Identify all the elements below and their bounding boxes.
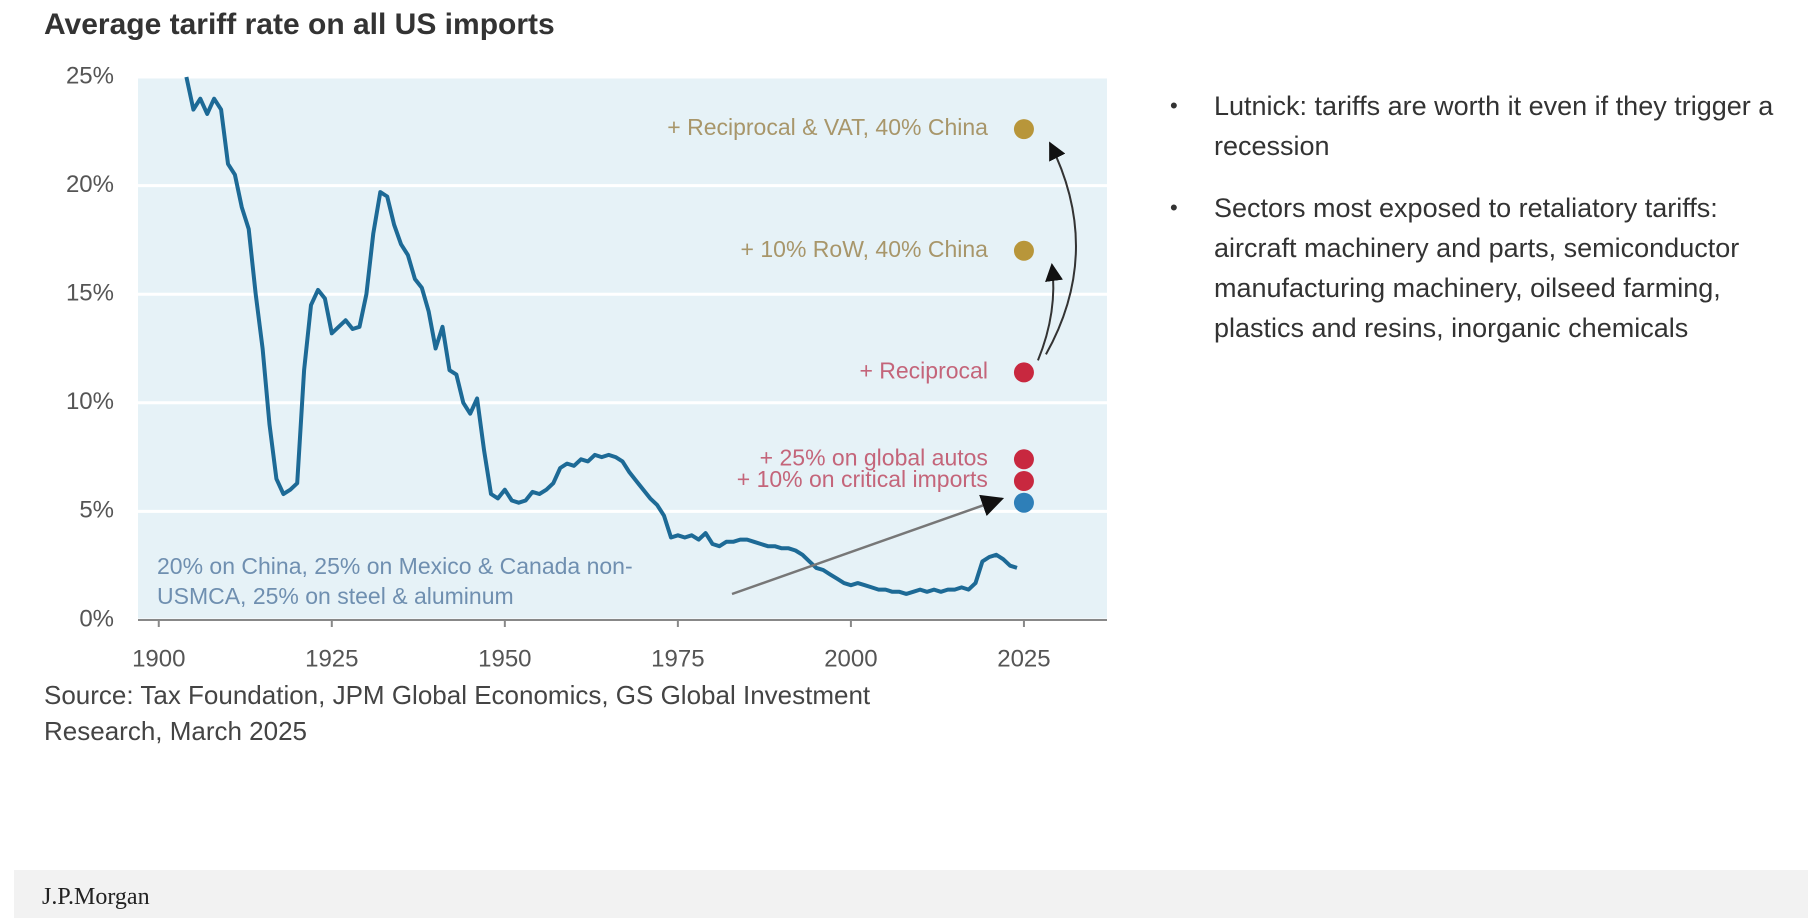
note: Lutnick: tariffs are worth it even if th… [1170, 86, 1790, 166]
plot-background [138, 77, 1107, 620]
x-tick-label: 2025 [997, 645, 1050, 672]
footer-bar: J.P.Morgan [14, 870, 1808, 918]
x-tick-label: 1900 [132, 645, 185, 672]
scenario-arrow [1045, 141, 1077, 355]
note: Sectors most exposed to retaliatory tari… [1170, 188, 1790, 348]
chart-title: Average tariff rate on all US imports [44, 8, 555, 41]
annotation: USMCA, 25% on steel & aluminum [157, 583, 514, 609]
x-tick-label: 1950 [478, 645, 531, 672]
scenario-label: + 10% RoW, 40% China [741, 236, 989, 262]
scenario-label: + 25% on global autos [760, 444, 988, 470]
y-tick-label: 20% [66, 171, 114, 198]
x-tick-label: 1925 [305, 645, 358, 672]
source-line: Source: Tax Foundation, JPM Global Econo… [44, 680, 871, 710]
x-tick-label: 2000 [824, 645, 877, 672]
scenario-label: + Reciprocal [859, 357, 987, 383]
annotation: 20% on China, 25% on Mexico & Canada non… [157, 553, 633, 579]
x-tick-label: 1975 [651, 645, 704, 672]
source-line: Research, March 2025 [44, 716, 307, 746]
y-tick-label: 5% [79, 497, 114, 524]
notes: Lutnick: tariffs are worth it even if th… [1170, 86, 1790, 370]
scenario-arrow [1037, 262, 1063, 361]
scenario-point [1013, 119, 1034, 140]
y-tick-label: 15% [66, 280, 114, 307]
scenario-point [1013, 240, 1034, 261]
y-tick-label: 10% [66, 388, 114, 415]
scenario-label: + Reciprocal & VAT, 40% China [667, 114, 988, 140]
scenario-point [1013, 492, 1034, 513]
footer-logo: J.P.Morgan [42, 884, 150, 910]
scenario-point [1013, 470, 1034, 491]
annotation-arrow [731, 494, 1005, 596]
scenario-label: + 10% on critical imports [737, 466, 988, 492]
y-tick-label: 25% [66, 62, 114, 89]
tariff-line [184, 76, 1018, 596]
y-tick-label: 0% [79, 605, 114, 632]
scenario-point [1013, 449, 1034, 470]
scenario-point [1013, 362, 1034, 383]
